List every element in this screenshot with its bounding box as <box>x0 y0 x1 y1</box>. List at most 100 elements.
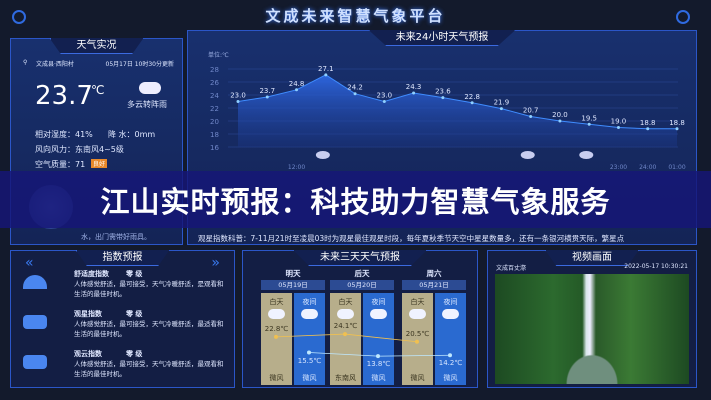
high-temp-point <box>415 339 419 344</box>
night-label: 夜间 <box>371 298 386 306</box>
night-temperature: 13.8℃ <box>366 360 391 369</box>
night-column: 夜间 14.2℃ 微风 <box>435 293 466 385</box>
mountain-icon <box>23 355 47 369</box>
header: 文成未来智慧气象平台 <box>0 0 711 30</box>
y-tick-label: 16 <box>210 144 219 152</box>
weather-icon <box>520 151 535 159</box>
data-label: 24.2 <box>347 84 363 92</box>
low-temp-point <box>448 353 452 358</box>
data-point <box>646 127 650 131</box>
day-label: 白天 <box>410 298 425 306</box>
app-title: 文成未来智慧气象平台 <box>265 7 446 25</box>
cloud-icon <box>370 309 387 319</box>
three-day-temperature-lines <box>274 332 452 359</box>
night-wind: 微风 <box>443 374 458 382</box>
target-icon <box>676 10 690 24</box>
y-tick-label: 24 <box>210 92 219 100</box>
x-tick-label: 23:00 <box>610 164 627 171</box>
headline-banner: 江山实时预报：科技助力智慧气象服务 <box>0 171 711 228</box>
data-point <box>295 88 299 92</box>
data-label: 20.7 <box>523 106 539 114</box>
index-name: 观星指数 <box>74 310 102 318</box>
day-date: 05月20日 <box>330 280 394 290</box>
weather-icon <box>579 151 594 159</box>
high-temp-point <box>343 332 347 337</box>
data-point <box>412 91 416 95</box>
day-date: 05月21日 <box>402 280 466 290</box>
cloud-icon <box>268 309 285 319</box>
day-temperature: 24.1℃ <box>333 322 358 331</box>
index-description: 人体感觉舒适，最可接受，天气冷暖舒适，最适看和生活的最佳时机。 <box>74 320 224 338</box>
temperature: 23.7 <box>35 81 93 111</box>
weather-icon <box>315 151 330 159</box>
location: 文成县·西阳村 <box>36 61 74 68</box>
night-wind: 微风 <box>371 374 386 382</box>
day-wind: 微风 <box>410 374 425 382</box>
night-column: 夜间 15.5℃ 微风 <box>294 293 325 385</box>
index-description: 人体感觉舒适，最可接受，天气冷暖舒适，是观看和生活的最佳时机。 <box>74 280 224 298</box>
day-wind: 微风 <box>269 374 284 382</box>
panel-title: 指数预报 <box>75 250 170 266</box>
data-label: 21.9 <box>494 99 510 107</box>
aqi-badge: 良好 <box>91 159 108 168</box>
night-temperature: 14.2℃ <box>438 359 463 368</box>
index-level: 零 级 <box>126 310 143 318</box>
video-location: 文成百丈漈 <box>496 265 527 272</box>
day-temperature: 22.8℃ <box>264 324 289 333</box>
data-label: 23.6 <box>435 88 451 96</box>
data-label: 24.3 <box>406 83 422 91</box>
data-point <box>616 126 620 129</box>
data-point <box>324 73 328 77</box>
data-point <box>265 95 269 99</box>
y-tick-label: 22 <box>210 105 219 113</box>
night-wind: 微风 <box>302 374 317 382</box>
x-tick-label: 24:00 <box>639 164 656 171</box>
video-timestamp: 2022-05-17 10:30:21 <box>624 263 688 270</box>
day-column: 白天 24.1℃ 东南风 <box>330 293 361 385</box>
temperature-line <box>237 74 677 130</box>
day-temperature: 20.5℃ <box>405 329 430 338</box>
data-label: 19.5 <box>581 114 597 122</box>
day-column: 白天 22.8℃ 微风 <box>261 293 292 385</box>
day-column: 白天 20.5℃ 微风 <box>402 293 433 385</box>
waterfall-video[interactable] <box>495 274 689 384</box>
tent-icon <box>23 275 47 289</box>
target-icon <box>12 10 26 24</box>
cloud-icon <box>442 309 459 319</box>
high-temp-point <box>274 334 278 339</box>
data-label: 18.8 <box>669 119 685 127</box>
cloud-icon <box>337 309 354 319</box>
y-axis-label: 单位:℃ <box>208 51 229 59</box>
day-label: 白天 <box>269 298 284 306</box>
day-name: 明天 <box>285 269 301 278</box>
index-level: 零 级 <box>126 350 143 358</box>
y-tick-label: 18 <box>210 131 219 139</box>
stargazing-ticker: 观星指数科普：7-11月21时至凌晨03时为观星最佳观星时段，每年夏秋季节天空中… <box>198 234 625 243</box>
location-pin-icon: ⚲ <box>23 59 28 66</box>
low-temp-point <box>307 350 311 355</box>
humidity: 相对湿度：41% <box>35 130 93 139</box>
cloud-rain-icon <box>139 82 161 94</box>
cloud-icon <box>409 309 426 319</box>
data-label: 22.8 <box>464 93 480 101</box>
prev-arrow-icon[interactable]: « <box>25 255 34 271</box>
data-label: 23.7 <box>259 87 275 95</box>
data-label: 23.0 <box>377 92 393 100</box>
data-point <box>353 92 357 96</box>
day-label: 白天 <box>338 298 353 306</box>
next-arrow-icon[interactable]: » <box>211 255 220 271</box>
x-tick-label: 01:00 <box>668 164 685 171</box>
rainfall: 降 水：0mm <box>108 130 156 139</box>
data-point <box>529 114 533 118</box>
index-description: 人体感觉舒适，最可接受，天气冷暖舒适，最观看和生活的最佳时机。 <box>74 360 224 378</box>
index-level: 零 级 <box>126 270 143 278</box>
wind: 风向风力：东南风4~5级 <box>35 145 124 154</box>
y-tick-label: 26 <box>210 79 219 87</box>
data-label: 27.1 <box>318 65 334 73</box>
day-name: 后天 <box>354 269 370 278</box>
data-label: 23.0 <box>230 92 246 100</box>
day-wind: 东南风 <box>335 374 356 382</box>
x-tick-label: 12:00 <box>288 164 305 171</box>
day-name: 周六 <box>426 269 442 278</box>
data-point <box>499 107 503 111</box>
